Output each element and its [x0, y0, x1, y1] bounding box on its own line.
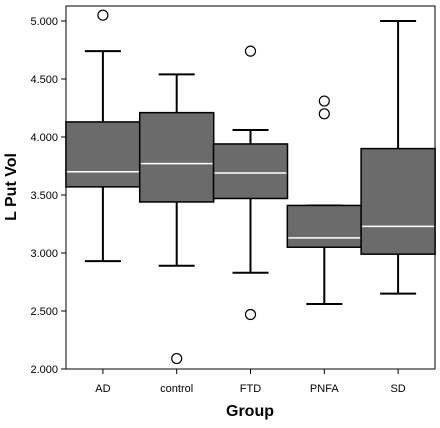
y-axis-title: L Put Vol: [3, 153, 20, 221]
x-tick-label: control: [160, 383, 193, 395]
iqr-box: [138, 111, 215, 203]
box-group: [65, 9, 141, 263]
x-tick-label: FTD: [240, 383, 261, 395]
x-tick-label: AD: [95, 383, 110, 395]
x-tick-label: SD: [390, 383, 405, 395]
box-group: [360, 20, 436, 295]
iqr-box: [360, 147, 436, 255]
y-tick-label: 4.500: [30, 74, 58, 86]
y-tick-label: 3.500: [30, 190, 58, 202]
y-tick-label: 2.500: [30, 306, 58, 318]
outlier-point: [97, 9, 109, 21]
iqr-box: [212, 143, 289, 200]
x-tick-label: PNFA: [310, 383, 339, 395]
outlier-point: [244, 308, 257, 321]
boxes: [65, 9, 436, 365]
y-tick-label: 2.000: [30, 364, 58, 376]
iqr-box: [286, 204, 363, 248]
outlier-point: [244, 45, 257, 57]
outlier-point: [318, 95, 330, 107]
box-group: [138, 73, 215, 365]
iqr-box: [65, 121, 141, 188]
x-axis-title: Group: [226, 403, 274, 420]
outlier-point: [318, 108, 330, 120]
y-tick-label: 3.000: [30, 248, 58, 260]
y-tick-label: 5.000: [30, 16, 58, 28]
outlier-point: [171, 352, 183, 365]
y-tick-label: 4.000: [30, 132, 58, 144]
x-axis: AD control FTD PNFA SD: [95, 369, 406, 395]
y-axis: 2.000 2.500 3.000 3.500 4.000 4.500 5.000: [30, 16, 66, 376]
box-group: [212, 45, 289, 321]
box-group: [286, 95, 363, 306]
